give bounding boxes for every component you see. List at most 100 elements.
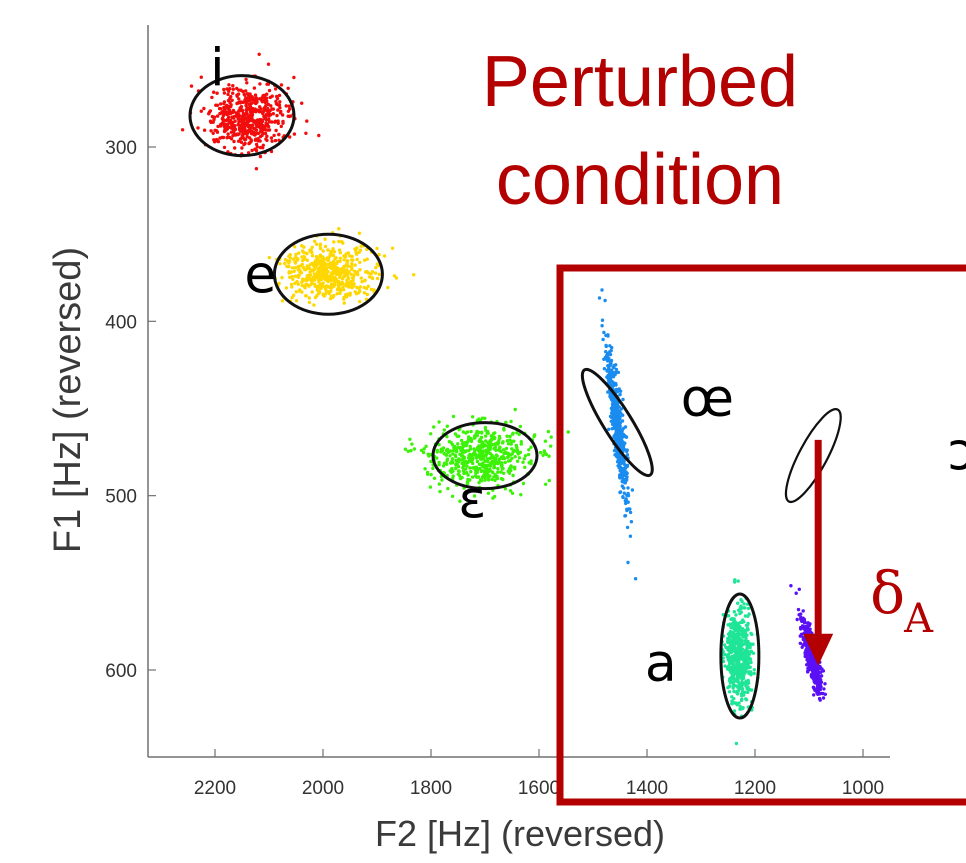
data-point [343, 255, 348, 259]
data-point [317, 133, 321, 138]
data-point [730, 622, 735, 626]
data-point [219, 102, 223, 106]
data-point [618, 459, 622, 463]
data-point [243, 93, 247, 97]
data-point [237, 139, 241, 143]
data-point [728, 634, 732, 638]
data-point [745, 680, 749, 684]
data-point [321, 249, 325, 253]
data-point [453, 447, 457, 452]
data-point [202, 106, 206, 111]
data-point [625, 525, 630, 530]
data-point [746, 614, 750, 618]
data-point [293, 261, 298, 265]
data-point [450, 457, 455, 461]
data-point [440, 478, 444, 482]
data-point [450, 442, 455, 447]
data-point [469, 453, 474, 458]
data-point [484, 439, 488, 443]
data-point [451, 414, 456, 419]
data-point [332, 293, 336, 298]
data-point [817, 666, 822, 671]
data-point [485, 457, 489, 461]
data-point [272, 133, 276, 138]
data-point [795, 617, 799, 622]
data-point [429, 472, 433, 477]
data-point [726, 665, 730, 670]
data-point [221, 135, 226, 140]
confidence-ellipse [719, 592, 761, 720]
data-point [630, 488, 635, 492]
data-point [258, 154, 263, 159]
data-point [231, 91, 235, 95]
data-point [472, 494, 477, 498]
data-point [741, 674, 745, 678]
data-point [296, 282, 300, 286]
data-point [323, 244, 328, 249]
data-point [510, 439, 514, 444]
data-point [273, 120, 277, 124]
data-point [275, 94, 279, 99]
data-point [815, 690, 819, 695]
data-point [324, 284, 329, 288]
data-point [823, 682, 827, 686]
data-point [440, 448, 445, 453]
data-point [218, 136, 222, 140]
data-point [331, 253, 336, 258]
data-point [728, 676, 732, 681]
data-point [740, 665, 744, 670]
data-point [443, 461, 447, 465]
data-point [342, 301, 346, 305]
data-point [429, 432, 433, 436]
data-point [222, 111, 226, 115]
data-point [432, 476, 437, 480]
data-point [358, 285, 362, 289]
data-point [332, 264, 336, 268]
data-point [301, 258, 305, 263]
vowel-label: œ [681, 369, 734, 429]
data-point [749, 643, 753, 647]
data-point [746, 690, 750, 695]
data-point [338, 256, 342, 260]
data-point [294, 290, 298, 294]
confidence-ellipse [431, 421, 539, 491]
data-point [457, 457, 461, 461]
data-point [437, 442, 441, 447]
data-point [503, 487, 508, 491]
data-point [794, 591, 798, 595]
data-point [233, 127, 237, 131]
data-point [608, 350, 612, 354]
data-point [726, 636, 730, 641]
data-point [519, 442, 523, 446]
data-point [484, 428, 488, 432]
data-point [290, 285, 294, 289]
data-point [509, 419, 513, 424]
data-point [620, 484, 624, 488]
data-point [222, 87, 226, 92]
data-point [613, 382, 617, 386]
shift-arrow-head [803, 633, 834, 666]
data-point [239, 117, 243, 121]
data-point [738, 611, 742, 616]
data-point [255, 145, 259, 149]
data-point [310, 245, 314, 249]
data-point [610, 402, 615, 406]
data-point [509, 468, 513, 473]
data-point [633, 577, 638, 581]
data-point [358, 268, 362, 272]
data-point [216, 124, 220, 129]
data-point [226, 132, 230, 136]
data-point [355, 257, 359, 262]
data-point [624, 501, 628, 506]
data-point [337, 248, 342, 252]
data-point [318, 246, 323, 251]
data-point [808, 660, 812, 665]
data-point [227, 83, 231, 87]
data-point [253, 138, 258, 142]
data-point [474, 453, 478, 457]
data-point [444, 452, 448, 456]
data-point [618, 422, 622, 426]
data-point [362, 258, 367, 262]
y-tick-label: 300 [105, 138, 137, 159]
y-tick-label: 400 [105, 312, 137, 333]
